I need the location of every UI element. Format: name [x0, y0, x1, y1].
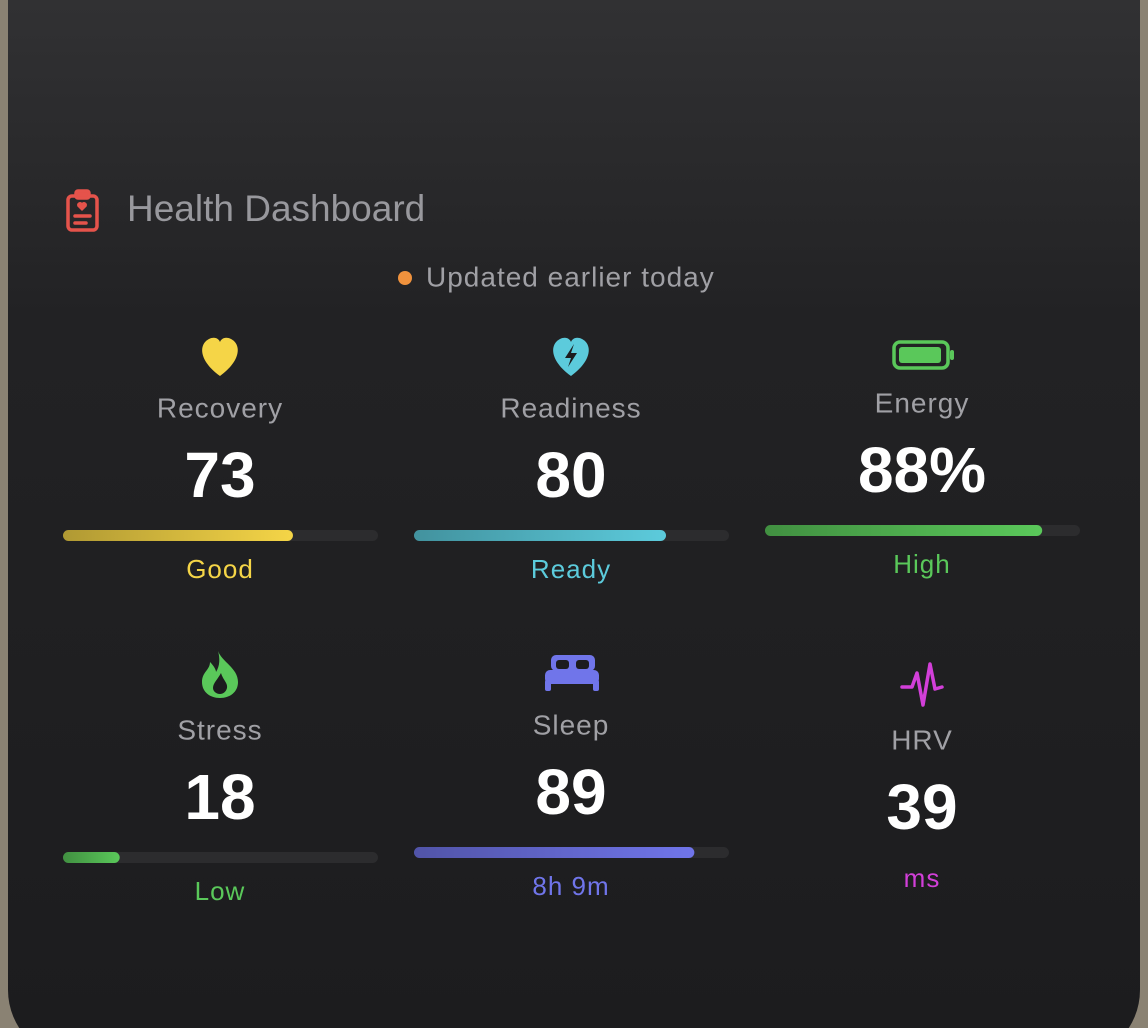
bar-fill [63, 530, 293, 541]
metric-label: Recovery [157, 392, 283, 423]
metric-value: 89 [535, 756, 606, 828]
metric-status: Low [195, 876, 246, 906]
metric-label: Sleep [533, 709, 610, 740]
metric-status: ms [904, 863, 941, 893]
status-dot [398, 271, 412, 285]
metric-status: Ready [531, 554, 611, 584]
metric-label: Stress [177, 714, 262, 745]
metric-label: Energy [875, 387, 970, 418]
metric-label: Readiness [500, 392, 641, 423]
pulse-icon [900, 662, 944, 707]
bar-fill [63, 852, 120, 863]
bar-fill [414, 847, 695, 858]
update-status: Updated earlier today [426, 261, 715, 292]
metric-label: HRV [891, 724, 953, 755]
bar-track [63, 852, 378, 863]
metric-value: 18 [184, 761, 255, 833]
flame-icon [202, 651, 238, 698]
metric-status: 8h 9m [532, 871, 609, 901]
metric-value: 39 [886, 771, 957, 843]
metric-value: 73 [184, 439, 255, 511]
metric-value: 88% [858, 434, 986, 506]
bed-icon [545, 655, 599, 691]
bar-fill [414, 530, 666, 541]
readiness-icon [553, 337, 589, 376]
clipboard-icon [66, 189, 99, 232]
metric-status: Good [186, 554, 254, 584]
bar-fill [765, 525, 1043, 536]
metric-status: High [893, 549, 950, 579]
battery-icon [892, 340, 954, 370]
metric-value: 80 [535, 439, 606, 511]
card [8, 0, 1140, 1028]
heart-icon [202, 337, 238, 376]
title: Health Dashboard [127, 188, 425, 229]
